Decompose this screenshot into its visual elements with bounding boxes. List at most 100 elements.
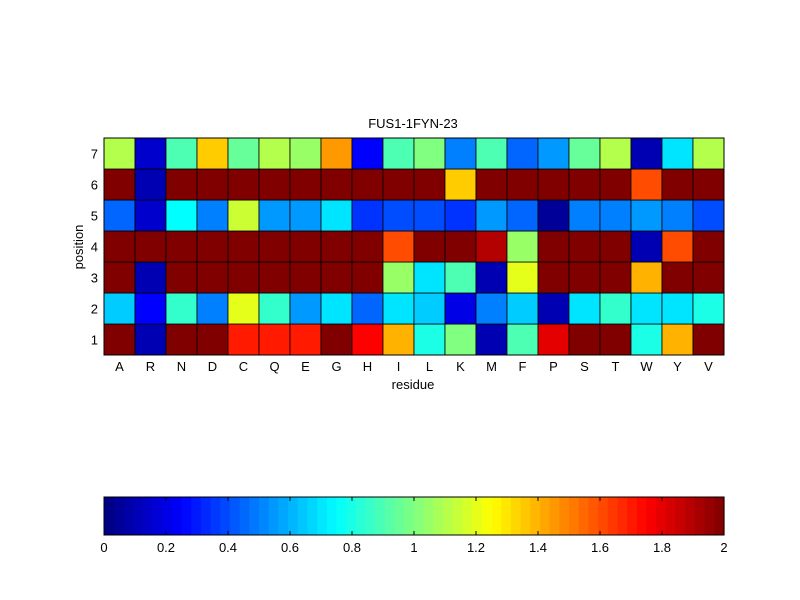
colorbar-step [113, 497, 124, 535]
x-tick-label: F [519, 359, 527, 374]
colorbar-tick-label: 1.4 [529, 540, 547, 555]
heatmap-cell [165, 168, 198, 201]
heatmap-cell [475, 292, 508, 325]
heatmap-cell [382, 168, 415, 201]
heatmap-cell [289, 199, 322, 232]
heatmap-cell [134, 137, 167, 170]
colorbar-step [694, 497, 706, 535]
heatmap-cell [351, 199, 384, 232]
heatmap-cell [475, 261, 508, 294]
colorbar-tick-label: 1.2 [467, 540, 485, 555]
heatmap-cell [506, 292, 539, 325]
heatmap-cell [661, 230, 694, 263]
heatmap-cell [413, 292, 446, 325]
heatmap-cell [289, 230, 322, 263]
heatmap-cell [692, 199, 725, 232]
colorbar-step [104, 497, 115, 535]
heatmap-cell [413, 323, 446, 356]
x-tick-label: N [177, 359, 186, 374]
colorbar-step [181, 497, 192, 535]
heatmap-cell [413, 137, 446, 170]
colorbar-tick-label: 2 [720, 540, 727, 555]
heatmap-cell [630, 199, 663, 232]
x-tick-label: A [115, 359, 124, 374]
colorbar-step [627, 497, 638, 535]
heatmap-cell [475, 230, 508, 263]
heatmap-cell [444, 168, 477, 201]
heatmap-cell [537, 137, 570, 170]
y-tick-label: 6 [91, 178, 98, 193]
heatmap-cell [258, 230, 291, 263]
heatmap-cell [630, 137, 663, 170]
heatmap-cell [599, 137, 632, 170]
heatmap-cell [196, 137, 229, 170]
colorbar-step [171, 497, 183, 535]
heatmap-cell [289, 292, 322, 325]
heatmap-cell [196, 199, 229, 232]
colorbar-step [229, 497, 241, 535]
heatmap-cell [103, 323, 136, 356]
heatmap-cell [537, 261, 570, 294]
heatmap-cell [413, 168, 446, 201]
heatmap-cell [382, 292, 415, 325]
colorbar-step [259, 497, 270, 535]
x-tick-label: Q [269, 359, 279, 374]
x-tick-label: S [580, 359, 589, 374]
colorbar-step [675, 497, 686, 535]
heatmap-cell [413, 230, 446, 263]
colorbar-step [239, 497, 250, 535]
heatmap-cell [444, 323, 477, 356]
heatmap-cell [227, 137, 260, 170]
colorbar-tick-label: 1.6 [591, 540, 609, 555]
heatmap-cell [382, 137, 415, 170]
heatmap-cell [661, 199, 694, 232]
heatmap-cell [134, 323, 167, 356]
x-tick-label: D [208, 359, 217, 374]
heatmap-cell [258, 292, 291, 325]
colorbar-step [133, 497, 144, 535]
heatmap-cell [103, 168, 136, 201]
colorbar-tick-label: 1 [410, 540, 417, 555]
colorbar-step [685, 497, 696, 535]
colorbar-step [210, 497, 221, 535]
heatmap-cell [351, 261, 384, 294]
heatmap-cell [382, 230, 415, 263]
colorbar-step [297, 497, 309, 535]
colorbar-step [491, 497, 502, 535]
y-tick-label: 1 [91, 333, 98, 348]
heatmap-cell [103, 292, 136, 325]
heatmap-cell [258, 137, 291, 170]
heatmap-cell [692, 323, 725, 356]
heatmap-cell [444, 292, 477, 325]
colorbar-tick-label: 0.6 [281, 540, 299, 555]
heatmap-cell [165, 230, 198, 263]
colorbar-step [481, 497, 493, 535]
colorbar-step [443, 497, 454, 535]
colorbar-step [326, 497, 338, 535]
x-tick-label: W [640, 359, 653, 374]
colorbar-step [501, 497, 512, 535]
colorbar-step [307, 497, 318, 535]
heatmap-cell [258, 168, 291, 201]
colorbar-step [220, 497, 231, 535]
heatmap-cell [227, 261, 260, 294]
heatmap-cell [599, 230, 632, 263]
colorbar-step [520, 497, 531, 535]
x-tick-label: G [331, 359, 341, 374]
y-tick-label: 4 [91, 240, 98, 255]
heatmap-cell [537, 168, 570, 201]
colorbar-step [346, 497, 357, 535]
colorbar-step [598, 497, 609, 535]
x-tick-label: R [146, 359, 155, 374]
heatmap-cell [103, 261, 136, 294]
heatmap-cell [661, 323, 694, 356]
colorbar-step [665, 497, 677, 535]
heatmap-cell [568, 137, 601, 170]
heatmap-cell [692, 230, 725, 263]
heatmap-cell [568, 292, 601, 325]
heatmap-cell [289, 137, 322, 170]
heatmap-cell [258, 199, 291, 232]
colorbar-step [317, 497, 328, 535]
colorbar-step [123, 497, 134, 535]
heatmap-cell [506, 230, 539, 263]
